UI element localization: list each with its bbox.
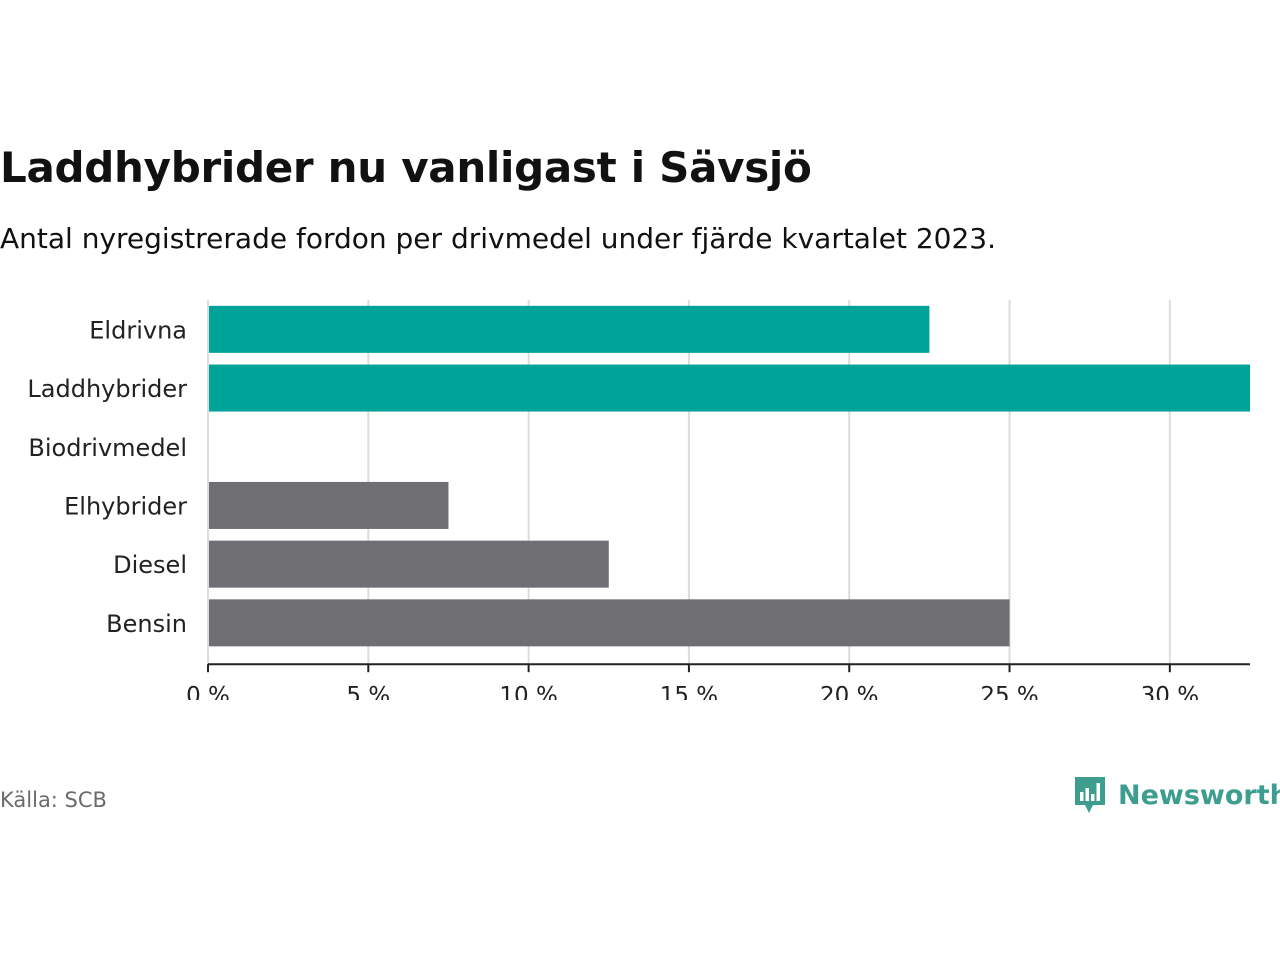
bar-chart: Eldrivna Laddhybrider Biodrivmedel Elhybrid… <box>27 300 1250 700</box>
brand-name: Newsworthy <box>1118 779 1280 811</box>
x-tick-label: 5 % <box>346 683 390 700</box>
x-tick-label: 25 % <box>980 683 1038 700</box>
bar <box>208 540 609 588</box>
chart-title: Laddhybrider nu vanligast i Sävsjö <box>0 143 812 192</box>
newsworthy-logo-icon <box>1075 777 1105 813</box>
category-label: Eldrivna <box>89 316 187 344</box>
x-tick-label: 20 % <box>820 683 878 700</box>
bar <box>208 599 1010 647</box>
x-tick-label: 0 % <box>186 683 230 700</box>
category-label: Elhybrider <box>64 492 187 520</box>
bar <box>208 305 930 353</box>
x-tick-label: 30 % <box>1141 683 1199 700</box>
chart-subtitle: Antal nyregistrerade fordon per drivmede… <box>0 222 997 255</box>
bar <box>208 481 449 529</box>
category-label: Biodrivmedel <box>28 434 187 462</box>
category-label: Laddhybrider <box>27 375 187 403</box>
x-tick-label: 10 % <box>499 683 557 700</box>
x-tick-label: 15 % <box>660 683 718 700</box>
category-label: Diesel <box>113 551 187 579</box>
category-label: Bensin <box>106 610 187 638</box>
newsworthy-logo: Newsworthy <box>1072 774 1280 816</box>
bar <box>208 364 1250 412</box>
source-note: Källa: SCB <box>0 788 107 812</box>
